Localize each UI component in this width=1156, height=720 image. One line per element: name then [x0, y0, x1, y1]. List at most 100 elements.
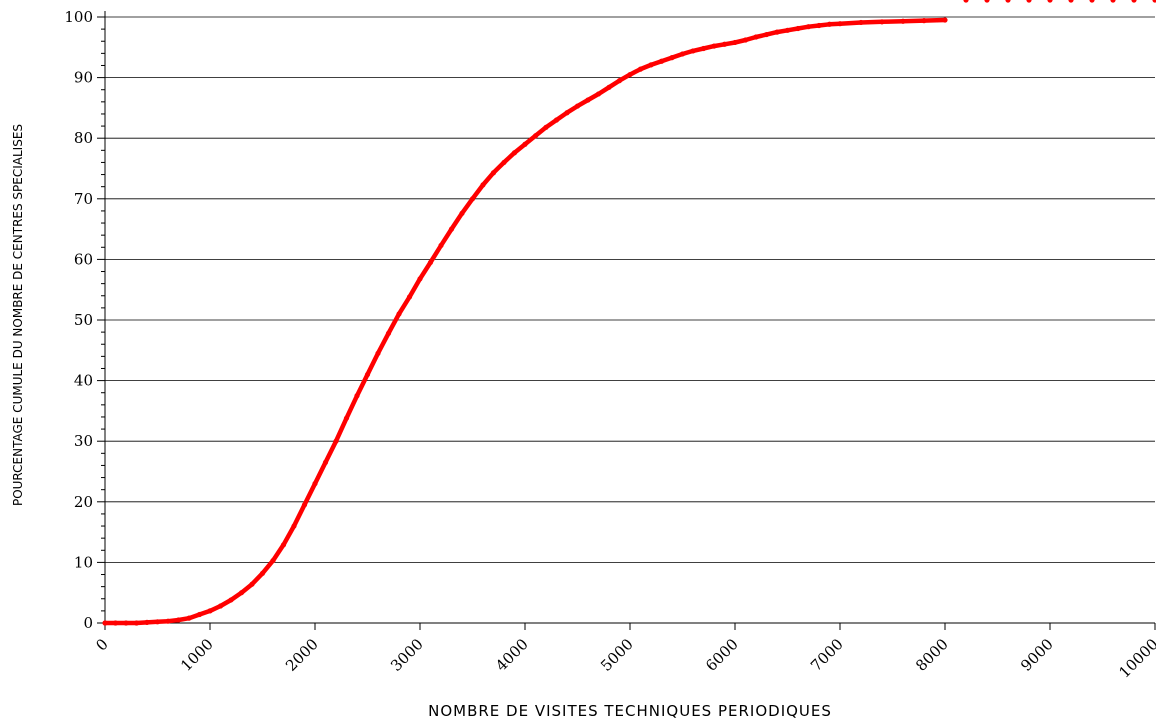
data-point-3	[133, 620, 140, 626]
data-point-13	[238, 590, 245, 596]
data-point-11	[217, 603, 224, 609]
data-point-51	[637, 66, 644, 72]
data-point-59	[721, 41, 728, 47]
data-point-22	[333, 438, 339, 444]
data-point-19	[301, 502, 308, 508]
y-tick-label-30: 30	[74, 432, 93, 450]
data-point-56	[690, 48, 696, 54]
y-tick-label-80: 80	[74, 129, 93, 147]
data-point-16	[270, 557, 276, 564]
data-point-74	[921, 18, 927, 24]
data-point-69	[826, 21, 833, 27]
data-point-75	[942, 17, 948, 23]
x-tick-label-0: 0	[92, 635, 111, 654]
data-point-43	[553, 117, 560, 123]
data-point-25	[364, 371, 371, 378]
data-point-70	[837, 21, 843, 27]
data-point-36	[480, 182, 486, 188]
y-tick-label-20: 20	[74, 493, 93, 511]
data-point-18	[291, 523, 297, 529]
data-point-32	[438, 242, 444, 249]
data-point-67	[805, 24, 812, 30]
data-point-38	[501, 159, 507, 166]
data-point-41	[532, 133, 539, 139]
data-point-83	[1110, 0, 1116, 3]
data-point-17	[280, 542, 287, 548]
data-point-85	[1152, 0, 1156, 3]
y-tick-label-70: 70	[74, 190, 93, 208]
data-point-21	[322, 459, 329, 466]
data-point-65	[784, 27, 791, 33]
x-tick-label-6000: 6000	[702, 635, 742, 675]
data-point-0	[102, 620, 108, 626]
data-point-64	[774, 29, 780, 35]
data-point-15	[259, 570, 266, 576]
y-tick-label-40: 40	[74, 372, 93, 390]
data-point-14	[249, 581, 255, 587]
data-point-9	[196, 611, 203, 618]
y-axis-ticks: 0 10 20 30 40 50 60 70 80 90 100	[64, 8, 105, 632]
data-point-48	[606, 84, 612, 90]
data-point-20	[312, 481, 318, 487]
data-point-8	[186, 615, 192, 621]
x-tick-label-10000: 10000	[1115, 635, 1156, 681]
x-tick-label-3000: 3000	[387, 635, 427, 675]
data-point-10	[207, 608, 213, 614]
data-point-1	[112, 620, 119, 626]
data-point-44	[564, 110, 570, 116]
data-point-5	[154, 619, 161, 625]
y-tick-label-60: 60	[74, 250, 93, 268]
data-point-6	[165, 618, 171, 624]
data-point-49	[616, 78, 623, 84]
data-point-73	[900, 18, 906, 24]
y-axis-title: POURCENTAGE CUMULE DU NOMBRE DE CENTRES …	[11, 124, 25, 506]
data-point-33	[448, 226, 455, 232]
data-point-35	[469, 196, 476, 202]
data-point-12	[228, 597, 234, 603]
x-axis-title: NOMBRE DE VISITES TECHNIQUES PERIODIQUES	[428, 702, 832, 720]
y-tick-label-50: 50	[74, 311, 93, 329]
data-point-82	[1089, 0, 1095, 3]
data-point-77	[984, 0, 990, 3]
data-point-63	[763, 31, 770, 38]
series-cumulative-percentage	[102, 0, 1156, 626]
data-point-7	[175, 617, 182, 623]
data-point-52	[648, 62, 654, 68]
data-point-80	[1047, 0, 1053, 3]
data-point-71	[858, 19, 864, 26]
data-point-47	[595, 91, 602, 97]
x-tick-label-7000: 7000	[807, 635, 847, 675]
data-point-53	[658, 58, 665, 64]
axes	[104, 11, 1155, 624]
y-tick-label-10: 10	[74, 553, 93, 571]
data-point-60	[732, 39, 738, 46]
data-point-62	[753, 34, 759, 40]
data-point-76	[963, 0, 969, 3]
data-point-34	[459, 210, 465, 216]
data-point-68	[816, 22, 822, 29]
data-point-54	[669, 55, 675, 61]
data-point-84	[1131, 0, 1137, 3]
data-point-26	[375, 350, 381, 356]
data-point-57	[700, 45, 707, 52]
data-point-55	[679, 51, 686, 57]
data-point-4	[144, 619, 150, 625]
data-point-30	[417, 276, 423, 282]
x-tick-label-9000: 9000	[1017, 635, 1057, 675]
data-point-78	[1005, 0, 1011, 3]
gridlines	[105, 16, 1155, 563]
data-point-24	[354, 393, 360, 399]
data-point-27	[385, 330, 392, 336]
y-tick-label-90: 90	[74, 69, 93, 87]
data-point-66	[795, 25, 801, 32]
data-point-39	[511, 150, 518, 156]
data-point-23	[343, 415, 350, 421]
data-point-46	[585, 97, 591, 103]
x-tick-label-1000: 1000	[177, 635, 217, 675]
x-tick-label-4000: 4000	[492, 635, 532, 675]
data-point-61	[742, 37, 749, 43]
data-point-2	[123, 620, 129, 626]
x-tick-label-8000: 8000	[912, 635, 952, 675]
data-point-72	[879, 19, 885, 25]
